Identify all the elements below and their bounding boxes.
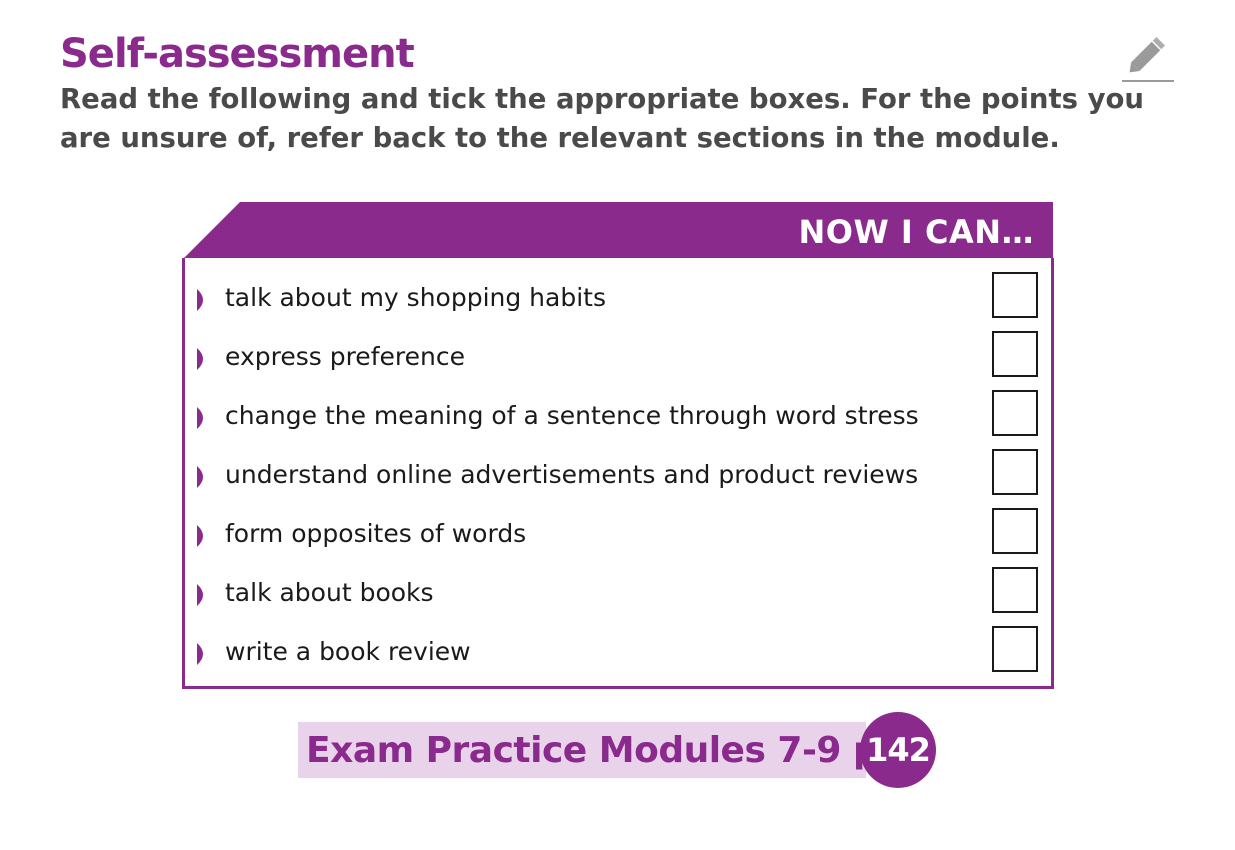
checklist-checkbox[interactable] (992, 567, 1038, 613)
checklist-checkbox[interactable] (992, 331, 1038, 377)
page-title: Self-assessment (60, 28, 414, 80)
bullet-icon (197, 525, 207, 547)
checklist-item: express preference (185, 330, 1051, 382)
checklist-item-label: write a book review (225, 635, 471, 669)
bullet-icon (197, 289, 207, 311)
instructions: Read the following and tick the appropri… (60, 80, 1170, 158)
checklist-header: NOW I CAN… (182, 202, 1054, 266)
checklist-item: talk about my shopping habits (185, 271, 1051, 323)
checklist-checkbox[interactable] (992, 390, 1038, 436)
checklist-checkbox[interactable] (992, 449, 1038, 495)
checklist-item-label: form opposites of words (225, 517, 526, 551)
checklist-item: form opposites of words (185, 507, 1051, 559)
checklist-item-label: express preference (225, 340, 465, 374)
pencil-icon (1122, 30, 1174, 84)
bullet-icon (197, 466, 207, 488)
checklist-item: change the meaning of a sentence through… (185, 389, 1051, 441)
bullet-icon (197, 643, 207, 665)
bullet-icon (197, 584, 207, 606)
checklist-item-label: talk about books (225, 576, 434, 610)
exam-practice-link[interactable]: Exam Practice Modules 7-9 p. (306, 727, 891, 775)
checklist-item: understand online advertisements and pro… (185, 448, 1051, 500)
checklist-item-label: change the meaning of a sentence through… (225, 399, 919, 433)
checklist-item-label: talk about my shopping habits (225, 281, 606, 315)
checklist: talk about my shopping habits express pr… (182, 258, 1054, 689)
bullet-icon (197, 348, 207, 370)
checklist-item-label: understand online advertisements and pro… (225, 458, 918, 492)
checklist-heading: NOW I CAN… (799, 210, 1035, 254)
checklist-checkbox[interactable] (992, 508, 1038, 554)
bullet-icon (197, 407, 207, 429)
checklist-item: write a book review (185, 625, 1051, 677)
checklist-checkbox[interactable] (992, 272, 1038, 318)
checklist-item: talk about books (185, 566, 1051, 618)
page-number-badge[interactable]: 142 (860, 712, 936, 788)
checklist-checkbox[interactable] (992, 626, 1038, 672)
